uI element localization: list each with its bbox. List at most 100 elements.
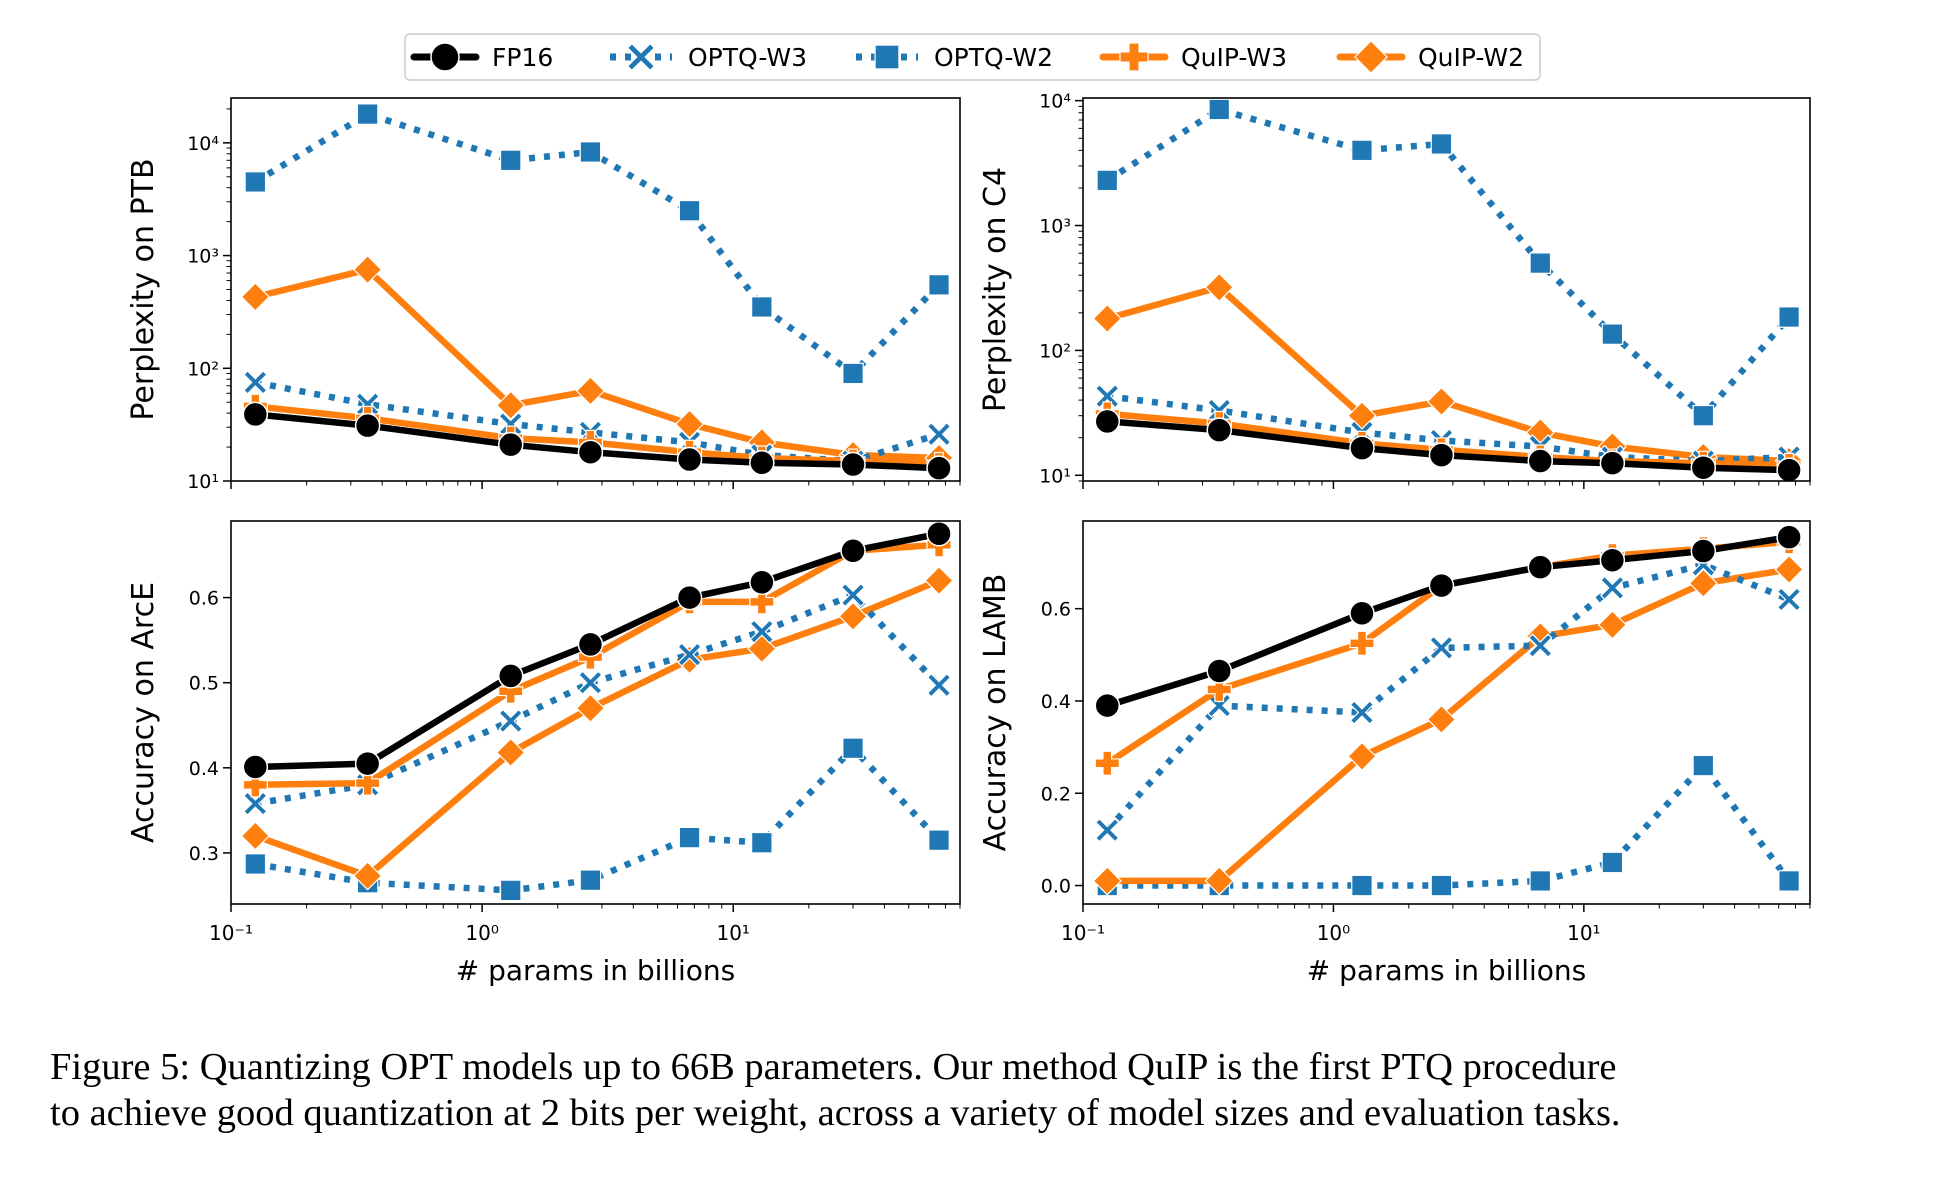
- y-tick-label: 0.6: [189, 588, 219, 610]
- y-tick-label: 0.6: [1041, 599, 1071, 621]
- legend-label-quip-w2: QuIP-W2: [1418, 43, 1524, 72]
- data-point-optq-w3: [926, 673, 952, 698]
- data-point-optq-w2: [1778, 870, 1800, 892]
- data-point-fp16: [1527, 554, 1554, 580]
- data-point-optq-w2: [1208, 98, 1231, 121]
- data-point-quip-w2: [575, 376, 606, 406]
- panel-accuracy-arce: 10⁻¹ 10⁰ 10¹ 0.3 0.4 0.5 0.6 Accuracy on ArcE # …: [126, 520, 961, 987]
- x-tick-label: 10⁰: [465, 921, 498, 945]
- x-axis-label: # params in billions: [456, 954, 736, 987]
- data-point-quip-w2: [1092, 866, 1122, 896]
- series-line-optq-w3: [1106, 392, 1790, 465]
- data-point-fp16: [1599, 547, 1626, 573]
- y-tick-label: 0.4: [189, 758, 219, 780]
- data-point-optq-w2: [244, 853, 267, 875]
- legend-item-quip-w2: QuIP-W2: [1336, 40, 1524, 74]
- data-point-optq-w2: [579, 869, 602, 891]
- series-fp16: [1094, 408, 1802, 481]
- series-line-quip-w2: [1104, 566, 1793, 885]
- axes-frame: [1082, 520, 1811, 905]
- y-tick-label: 0.0: [1041, 876, 1071, 898]
- data-point-optq-w2: [1430, 874, 1453, 897]
- data-point-quip-w2: [1426, 704, 1457, 735]
- data-point-quip-w2: [1688, 568, 1718, 598]
- x-axis-label: # params in billions: [1307, 954, 1587, 987]
- data-point-optq-w3: [1349, 700, 1375, 725]
- data-point-optq-w3: [1429, 635, 1454, 661]
- data-point-optq-w2: [1601, 851, 1624, 874]
- data-point-quip-w2: [575, 693, 606, 723]
- data-point-fp16: [1206, 417, 1232, 443]
- data-point-quip-w3: [749, 589, 775, 615]
- data-point-optq-w3: [498, 411, 523, 437]
- data-point-optq-w2: [678, 826, 701, 849]
- legend-label-optq-w2: OPTQ-W2: [934, 43, 1053, 72]
- series-optq-w2: [1096, 754, 1800, 897]
- series-line-quip-w2: [1104, 284, 1793, 465]
- legend-item-quip-w3: QuIP-W3: [1099, 42, 1287, 72]
- data-point-quip-w2: [1525, 621, 1555, 652]
- x-tick-label: 10⁻¹: [1061, 921, 1105, 945]
- data-point-optq-w3: [677, 642, 702, 667]
- data-point-optq-w2: [1778, 306, 1800, 328]
- y-tick-label: 10³: [187, 246, 219, 268]
- legend-marker-quip-w3: [1119, 42, 1149, 72]
- series-line-optq-w2: [1105, 106, 1792, 419]
- panel-perplexity-c4: 10¹ 10² 10³ 10⁴ Perplexity on C4: [978, 91, 1811, 489]
- series-line-optq-w3: [254, 591, 942, 807]
- data-point-fp16: [1094, 408, 1121, 435]
- data-point-optq-w2: [1692, 754, 1715, 777]
- y-tick-label: 10³: [1039, 216, 1071, 238]
- data-point-quip-w2: [496, 390, 526, 420]
- legend-item-optq-w2: OPTQ-W2: [856, 43, 1053, 72]
- data-point-optq-w2: [751, 831, 773, 854]
- data-point-fp16: [1599, 450, 1626, 476]
- legend-item-optq-w3: OPTQ-W3: [610, 42, 807, 72]
- data-point-optq-w2: [356, 103, 379, 125]
- figure-caption: Figure 5: Quantizing OPT models up to 66…: [50, 1044, 1930, 1136]
- legend: FP16 OPTQ-W3 OPTQ-W2 QuIP-W3 QuIP-W2: [404, 33, 1541, 81]
- data-point-optq-w3: [1095, 817, 1120, 843]
- caption-line-1: Figure 5: Quantizing OPT models up to 66…: [50, 1046, 1617, 1088]
- data-point-optq-w2: [678, 199, 701, 222]
- legend-label-quip-w3: QuIP-W3: [1181, 43, 1287, 72]
- data-point-optq-w2: [1430, 133, 1453, 155]
- data-point-optq-w2: [579, 141, 602, 163]
- data-point-quip-w2: [496, 737, 526, 768]
- data-point-fp16: [1527, 448, 1554, 474]
- plot-area: [1092, 98, 1804, 481]
- data-point-optq-w3: [1600, 575, 1625, 601]
- legend-item-fp16: FP16: [410, 42, 553, 72]
- y-axis-label: Perplexity on C4: [978, 167, 1013, 412]
- data-point-quip-w2: [838, 601, 868, 631]
- data-point-optq-w2: [1529, 252, 1552, 274]
- data-point-fp16: [676, 446, 703, 473]
- data-point-optq-w2: [1692, 404, 1715, 427]
- data-point-quip-w2: [240, 821, 270, 851]
- data-point-optq-w3: [243, 370, 268, 395]
- series-line-quip-w3: [1104, 410, 1793, 469]
- data-point-fp16: [242, 754, 269, 780]
- series-optq-w2: [1096, 98, 1800, 427]
- y-axis-label: Accuracy on LAMB: [978, 574, 1013, 852]
- data-point-optq-w2: [928, 829, 950, 851]
- data-point-quip-w2: [1204, 272, 1234, 302]
- data-point-fp16: [354, 750, 381, 777]
- data-point-fp16: [926, 455, 952, 481]
- data-point-optq-w2: [928, 274, 950, 296]
- data-point-fp16: [577, 439, 604, 465]
- legend-label-optq-w3: OPTQ-W3: [688, 43, 807, 72]
- data-point-fp16: [1349, 435, 1375, 461]
- axes-frame: [1082, 97, 1811, 482]
- data-point-fp16: [926, 521, 952, 547]
- data-point-fp16: [497, 663, 524, 689]
- data-point-optq-w3: [1207, 398, 1232, 423]
- data-point-quip-w2: [1092, 303, 1122, 334]
- series-fp16: [1094, 524, 1802, 719]
- data-point-fp16: [1690, 538, 1717, 564]
- data-point-fp16: [840, 538, 866, 564]
- legend-marker-fp16: [430, 42, 460, 72]
- data-point-quip-w2: [1426, 386, 1457, 417]
- data-point-optq-w3: [1528, 633, 1553, 658]
- data-point-optq-w2: [751, 296, 773, 318]
